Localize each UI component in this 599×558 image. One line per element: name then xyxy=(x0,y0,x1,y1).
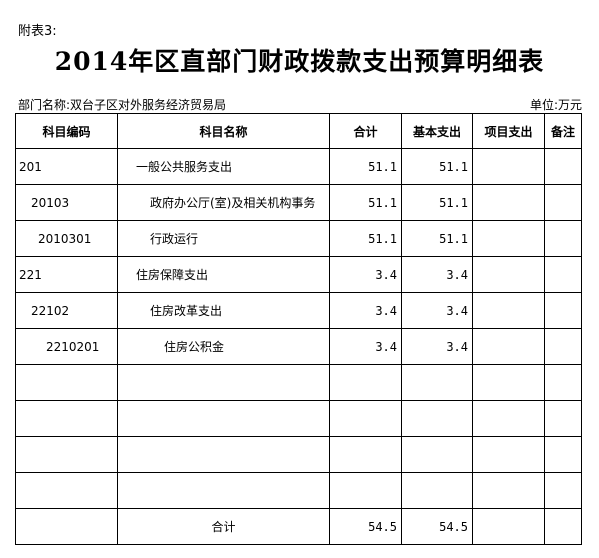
row-name: 住房保障支出 xyxy=(117,256,330,293)
empty-cell xyxy=(15,400,118,437)
table-row: 221 住房保障支出 3.4 3.4 xyxy=(15,256,582,293)
row-code: 22102 xyxy=(15,292,118,329)
empty-cell xyxy=(401,364,473,401)
empty-cell xyxy=(401,436,473,473)
table-row: 20103 政府办公厅(室)及相关机构事务 51.1 51.1 xyxy=(15,184,582,221)
unit-label: 单位:万元 xyxy=(529,98,582,112)
row-name: 住房改革支出 xyxy=(117,292,330,329)
row-code: 221 xyxy=(15,256,118,293)
empty-cell xyxy=(544,364,582,401)
row-remark xyxy=(544,148,582,185)
table-row: 201 一般公共服务支出 51.1 51.1 xyxy=(15,148,582,185)
empty-cell xyxy=(117,364,330,401)
row-project xyxy=(472,328,545,365)
total-code-cell xyxy=(15,508,118,545)
row-code: 20103 xyxy=(15,184,118,221)
row-remark xyxy=(544,328,582,365)
row-remark xyxy=(544,292,582,329)
header-remark: 备注 xyxy=(544,113,582,149)
page-title: 2014年区直部门财政拨款支出预算明细表 xyxy=(54,47,545,76)
row-project xyxy=(472,220,545,257)
row-project xyxy=(472,148,545,185)
budget-table: 科目编码 科目名称 合计 基本支出 项目支出 备注 201 一般公共服务支出 5… xyxy=(15,113,582,545)
total-project xyxy=(472,508,545,545)
table-header-row: 科目编码 科目名称 合计 基本支出 项目支出 备注 xyxy=(15,113,582,149)
empty-cell xyxy=(544,400,582,437)
total-label: 合计 xyxy=(117,508,330,545)
empty-row xyxy=(15,400,582,437)
row-name: 政府办公厅(室)及相关机构事务 xyxy=(117,184,330,221)
total-basic: 54.5 xyxy=(401,508,473,545)
row-code: 2010301 xyxy=(15,220,118,257)
table-row: 22102 住房改革支出 3.4 3.4 xyxy=(15,292,582,329)
empty-cell xyxy=(544,436,582,473)
row-remark xyxy=(544,220,582,257)
row-total: 51.1 xyxy=(329,220,402,257)
table-row: 2210201 住房公积金 3.4 3.4 xyxy=(15,328,582,365)
header-total: 合计 xyxy=(329,113,402,149)
empty-row xyxy=(15,364,582,401)
empty-cell xyxy=(472,400,545,437)
row-name: 一般公共服务支出 xyxy=(117,148,330,185)
header-name: 科目名称 xyxy=(117,113,330,149)
row-basic: 51.1 xyxy=(401,220,473,257)
row-project xyxy=(472,184,545,221)
row-code: 201 xyxy=(15,148,118,185)
row-basic: 3.4 xyxy=(401,328,473,365)
empty-cell xyxy=(15,364,118,401)
empty-cell xyxy=(329,436,402,473)
row-total: 51.1 xyxy=(329,184,402,221)
empty-row xyxy=(15,436,582,473)
row-remark xyxy=(544,184,582,221)
row-basic: 3.4 xyxy=(401,256,473,293)
empty-cell xyxy=(329,364,402,401)
row-total: 3.4 xyxy=(329,292,402,329)
table-row: 2010301 行政运行 51.1 51.1 xyxy=(15,220,582,257)
header-project: 项目支出 xyxy=(472,113,545,149)
total-total: 54.5 xyxy=(329,508,402,545)
empty-cell xyxy=(329,472,402,509)
header-code: 科目编码 xyxy=(15,113,118,149)
header-basic: 基本支出 xyxy=(401,113,473,149)
row-basic: 51.1 xyxy=(401,184,473,221)
empty-cell xyxy=(117,436,330,473)
empty-cell xyxy=(329,400,402,437)
row-basic: 3.4 xyxy=(401,292,473,329)
row-total: 3.4 xyxy=(329,328,402,365)
department-name: 部门名称:双台子区对外服务经济贸易局 xyxy=(18,98,227,112)
empty-cell xyxy=(472,436,545,473)
total-remark xyxy=(544,508,582,545)
row-project xyxy=(472,256,545,293)
empty-cell xyxy=(15,436,118,473)
empty-cell xyxy=(401,400,473,437)
row-remark xyxy=(544,256,582,293)
row-basic: 51.1 xyxy=(401,148,473,185)
attachment-label: 附表3: xyxy=(18,24,57,39)
row-name: 住房公积金 xyxy=(117,328,330,365)
empty-cell xyxy=(117,400,330,437)
empty-cell xyxy=(117,472,330,509)
total-row: 合计 54.5 54.5 xyxy=(15,508,582,545)
row-code: 2210201 xyxy=(15,328,118,365)
empty-cell xyxy=(15,472,118,509)
row-total: 51.1 xyxy=(329,148,402,185)
empty-cell xyxy=(544,472,582,509)
row-project xyxy=(472,292,545,329)
empty-cell xyxy=(472,472,545,509)
empty-cell xyxy=(401,472,473,509)
empty-row xyxy=(15,472,582,509)
row-total: 3.4 xyxy=(329,256,402,293)
row-name: 行政运行 xyxy=(117,220,330,257)
empty-cell xyxy=(472,364,545,401)
